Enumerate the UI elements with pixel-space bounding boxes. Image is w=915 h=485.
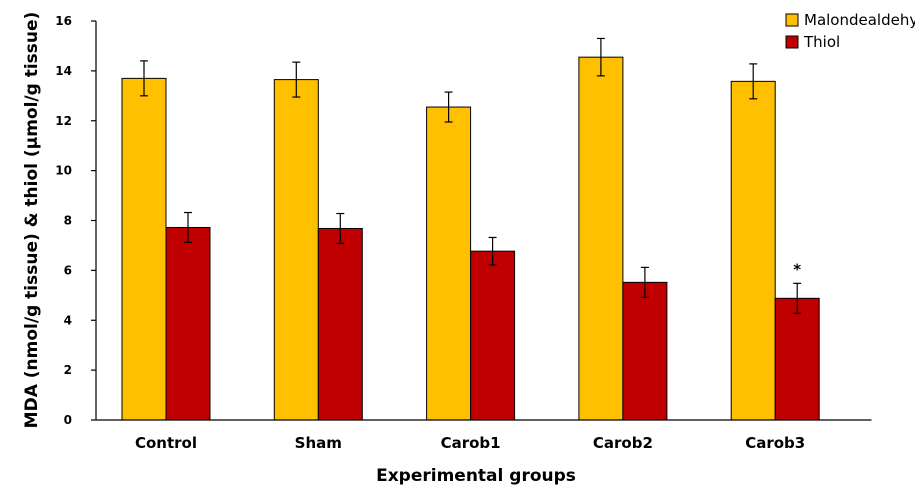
- bars: [121, 56, 820, 421]
- significance-marker: *: [793, 260, 801, 278]
- x-tick-label-control: Control: [135, 434, 197, 452]
- error-bars: [140, 37, 802, 314]
- y-tick-label: 12: [55, 114, 72, 128]
- bar-malondealdehyde-carob2: [578, 56, 624, 421]
- bar-malondealdehyde-control: [121, 77, 167, 421]
- error-bar-thiol-control: [184, 211, 192, 244]
- y-tick-label: 0: [64, 413, 72, 427]
- y-tick-label: 14: [55, 64, 72, 78]
- legend-background: [785, 7, 915, 59]
- y-tick-label: 6: [64, 263, 72, 277]
- bar-thiol-carob2: [622, 281, 668, 421]
- error-bar-malondealdehyde-carob3: [749, 63, 758, 100]
- y-tick-label: 4: [64, 313, 72, 327]
- x-tick-label-carob2: Carob2: [593, 434, 653, 452]
- error-bar-thiol-carob2: [640, 266, 649, 298]
- legend: Malondealdehyde Thiol: [785, 7, 915, 59]
- x-axis-tick-labels: Control Sham Carob1 Carob2 Carob3: [135, 434, 805, 452]
- y-tick-label: 16: [55, 14, 72, 28]
- bar-thiol-carob1: [470, 250, 516, 421]
- legend-swatch-malondealdehyde: [785, 13, 799, 27]
- error-bar-malondealdehyde-carob2: [596, 37, 605, 77]
- bar-malondealdehyde-carob1: [426, 106, 472, 421]
- x-tick-label-carob3: Carob3: [745, 434, 805, 452]
- x-tick-label-carob1: Carob1: [441, 434, 501, 452]
- y-axis-ticks: 0 2 4 6 8 10 12 14 16: [55, 14, 96, 427]
- bar-thiol-control: [165, 226, 211, 421]
- error-bar-malondealdehyde-carob1: [444, 91, 453, 123]
- y-tick-label: 2: [64, 363, 72, 377]
- y-tick-label: 10: [55, 164, 72, 178]
- error-bar-malondealdehyde-control: [140, 60, 148, 97]
- error-bar-malondealdehyde-sham: [292, 61, 301, 98]
- error-bar-thiol-sham: [336, 212, 345, 245]
- y-axis-title: MDA (nmol/g tissue) & thiol (µmol/g tiss…: [22, 12, 42, 429]
- bar-thiol-carob3: [774, 297, 820, 421]
- legend-label-malondealdehyde: Malondealdehyde: [804, 11, 915, 29]
- error-bar-thiol-carob1: [488, 236, 497, 266]
- bar-malondealdehyde-sham: [273, 79, 319, 421]
- error-bar-thiol-carob3: [793, 282, 802, 314]
- annotations: *: [793, 260, 801, 278]
- x-axis-title: Experimental groups: [376, 466, 576, 485]
- bar-thiol-sham: [317, 227, 363, 421]
- y-tick-label: 8: [64, 214, 72, 228]
- bar-malondealdehyde-carob3: [730, 80, 776, 421]
- legend-swatch-thiol: [785, 35, 799, 49]
- legend-label-thiol: Thiol: [803, 33, 840, 51]
- x-tick-label-sham: Sham: [295, 434, 342, 452]
